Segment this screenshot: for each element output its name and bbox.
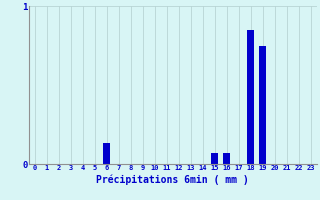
X-axis label: Précipitations 6min ( mm ): Précipitations 6min ( mm ) [96,174,249,185]
Bar [223,153,230,164]
Bar [103,143,110,164]
Bar [259,46,266,164]
Bar [211,153,218,164]
Bar [247,30,254,164]
